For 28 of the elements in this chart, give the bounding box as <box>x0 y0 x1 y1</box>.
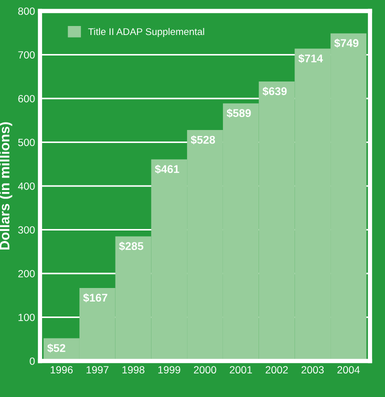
data-label: $714 <box>298 54 323 64</box>
y-tick-label: 0 <box>30 358 35 365</box>
x-tick-label: 1998 <box>122 366 144 374</box>
x-tick-label: 2002 <box>266 366 288 374</box>
y-tick-label: 200 <box>18 270 35 278</box>
x-tick-label: 2004 <box>337 366 360 374</box>
x-tick-label: 2000 <box>194 366 216 374</box>
x-tick-label: 1997 <box>86 366 108 374</box>
y-tick-label: 400 <box>18 182 35 190</box>
data-label: $589 <box>226 108 251 118</box>
y-tick-label: 700 <box>18 51 35 59</box>
data-label: $52 <box>47 344 66 353</box>
data-label: $749 <box>334 38 358 48</box>
data-label: $461 <box>154 164 180 174</box>
y-tick-label: 500 <box>18 138 35 146</box>
data-label: $639 <box>262 86 287 96</box>
legend-label: Title II ADAP Supplemental <box>88 28 204 38</box>
x-tick-label: 1996 <box>50 366 73 374</box>
x-tick-label: 2001 <box>230 366 252 374</box>
data-label: $285 <box>119 242 144 251</box>
data-label: $528 <box>190 135 216 144</box>
y-tick-label: 100 <box>18 314 35 322</box>
x-tick-label: 1999 <box>158 366 180 374</box>
y-tick-label: 600 <box>18 95 35 102</box>
x-tick-label: 2003 <box>302 366 324 374</box>
y-tick-label: 300 <box>18 226 35 234</box>
y-tick-label: 800 <box>18 8 35 15</box>
data-label: $167 <box>83 293 108 302</box>
